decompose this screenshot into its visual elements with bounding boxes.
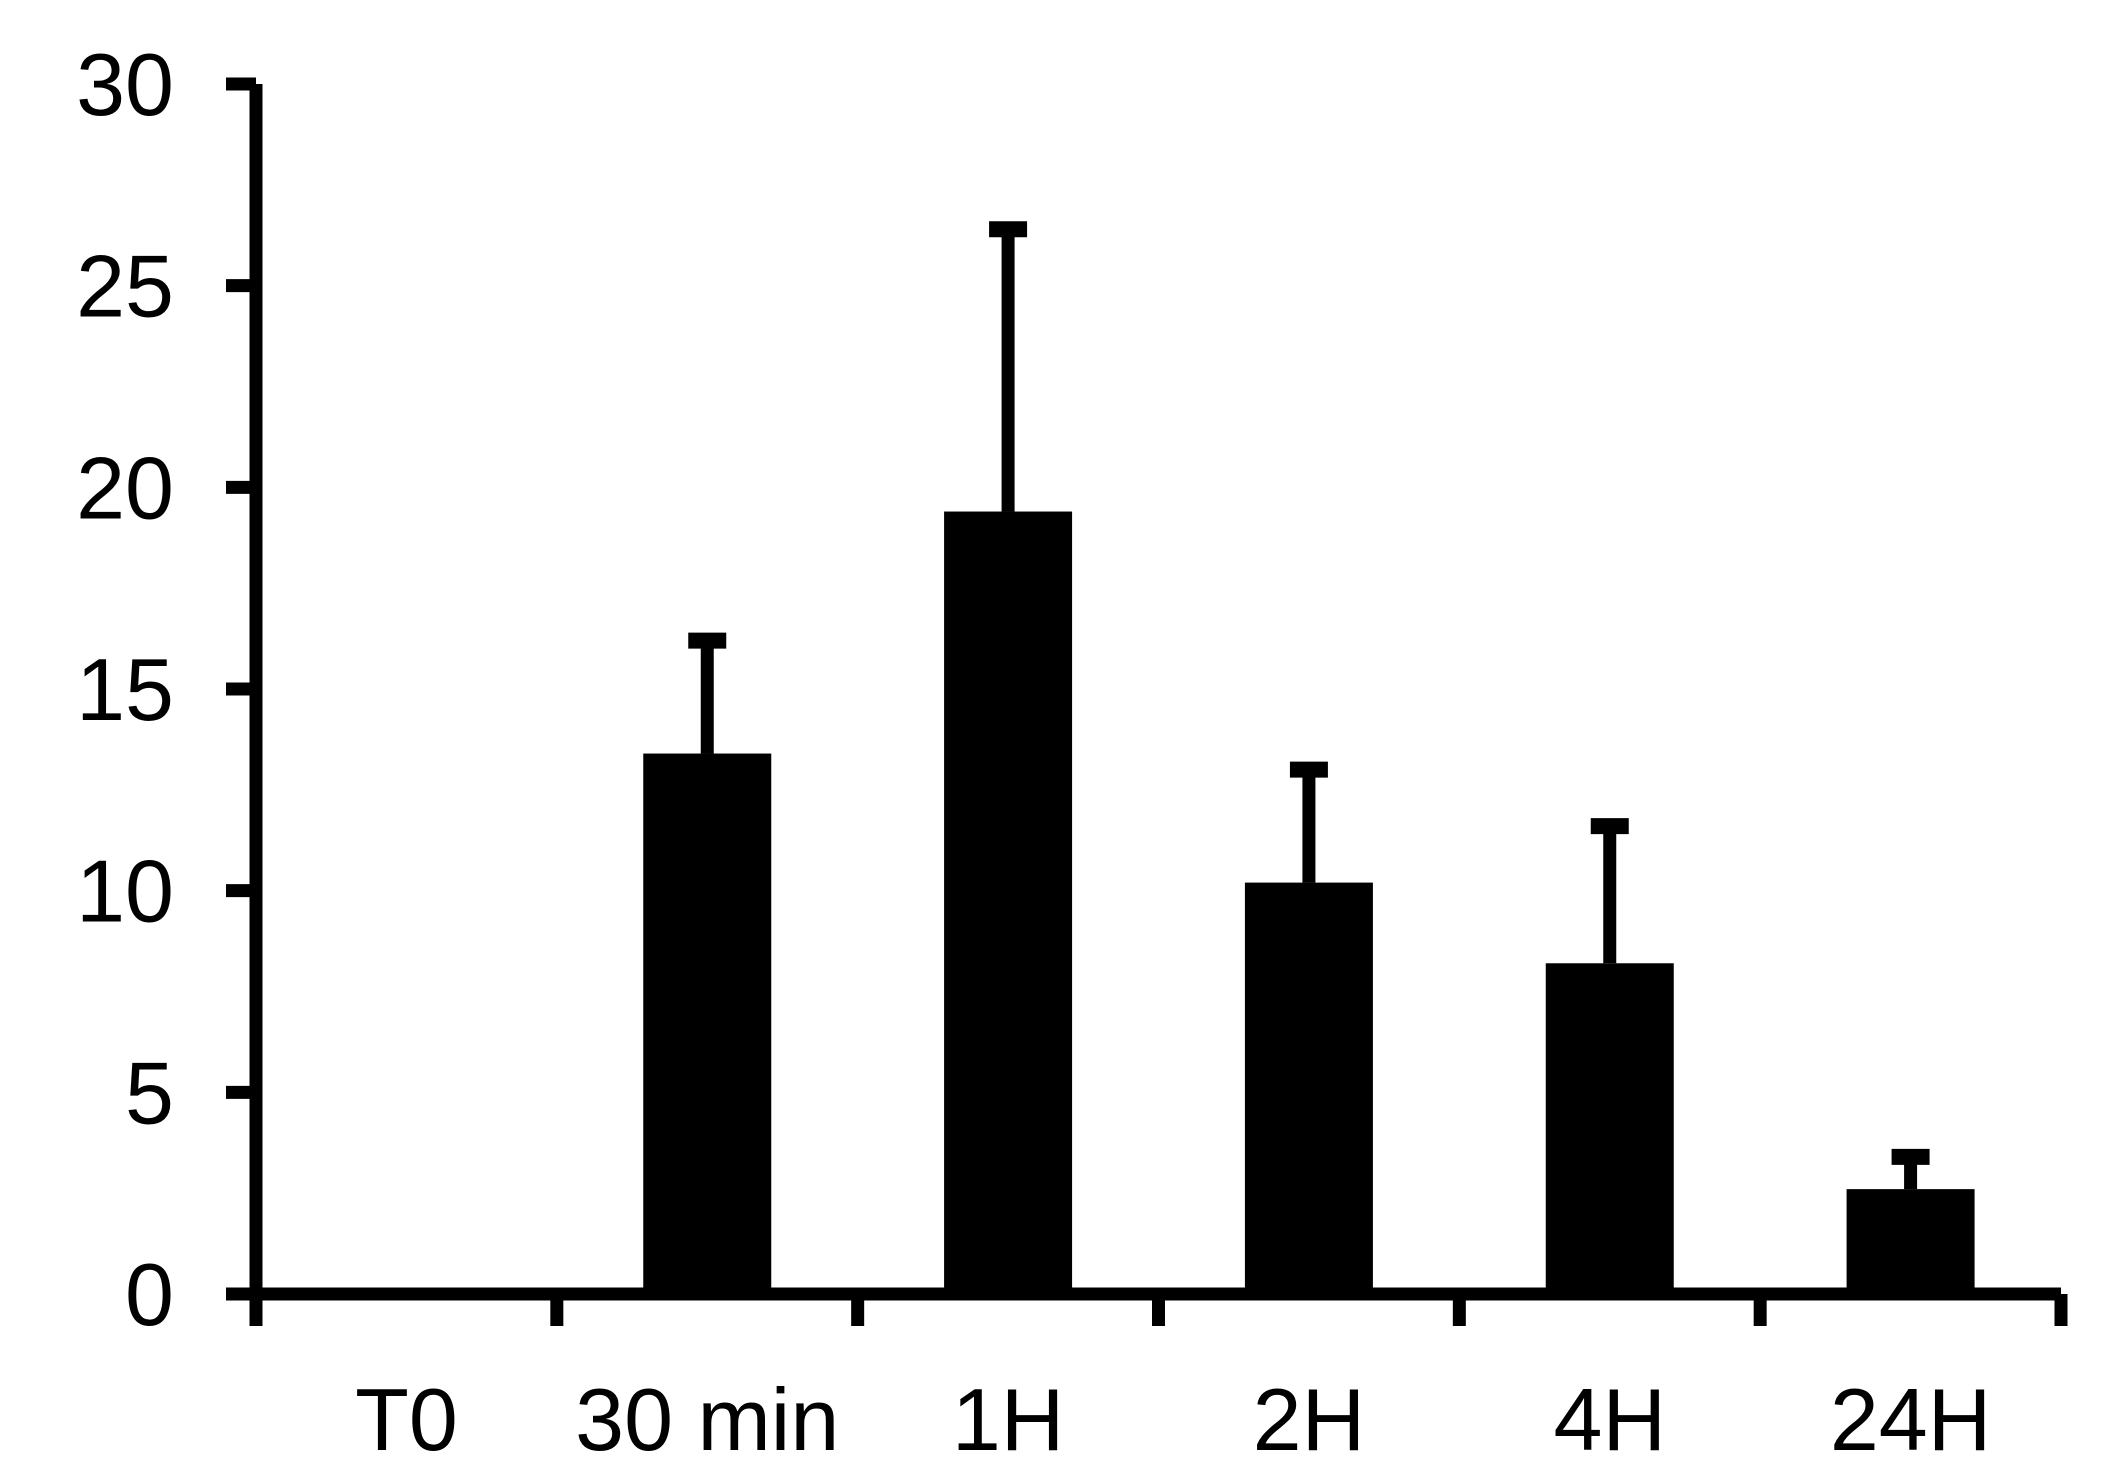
x-tick-label: T0 <box>355 1370 458 1469</box>
bar <box>1545 963 1674 1294</box>
y-tick-label: 20 <box>76 438 174 537</box>
x-axis-ticks <box>249 1294 2068 1326</box>
y-tick-label: 30 <box>76 35 174 134</box>
x-tick-label: 1H <box>952 1370 1065 1469</box>
y-tick-label: 15 <box>76 640 174 739</box>
bar <box>944 511 1073 1294</box>
bar <box>1244 882 1373 1294</box>
x-tick-label: 24H <box>1830 1370 1991 1469</box>
x-axis-tick-labels: T0 30 min 1H 2H 4H 24H <box>355 1370 1991 1469</box>
bar <box>1846 1189 1975 1294</box>
bar <box>643 753 772 1294</box>
y-axis-tick-labels: 0 5 10 15 20 25 30 <box>76 35 174 1344</box>
error-bars <box>688 221 1930 1190</box>
y-tick-label: 5 <box>125 1043 174 1142</box>
axes <box>226 84 2061 1301</box>
y-tick-label: 0 <box>125 1245 174 1344</box>
y-tick-label: 10 <box>76 842 174 941</box>
bars <box>643 511 1975 1294</box>
x-tick-label: 4H <box>1554 1370 1667 1469</box>
x-tick-label: 2H <box>1253 1370 1366 1469</box>
y-tick-label: 25 <box>76 237 174 336</box>
x-tick-label: 30 min <box>575 1370 839 1469</box>
